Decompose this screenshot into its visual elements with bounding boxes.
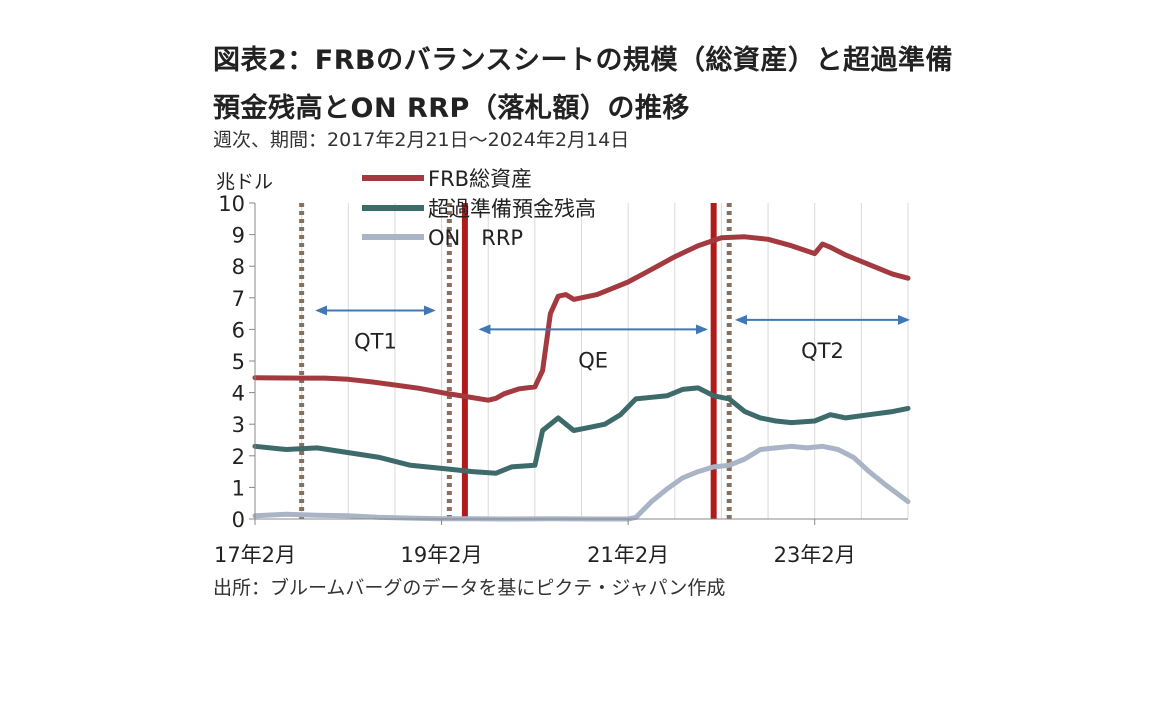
y-tick-label: 8	[232, 255, 245, 279]
phase-label: QE	[578, 348, 608, 372]
x-tick-label: 23年2月	[774, 543, 856, 567]
x-tick-label: 21年2月	[587, 543, 669, 567]
phase-label: QT1	[354, 329, 397, 353]
y-axis-label: 兆ドル	[216, 171, 273, 193]
marker-layer	[299, 203, 732, 519]
annotation-layer: QT1 QE QT2	[315, 305, 910, 372]
y-tick-label: 5	[232, 350, 245, 374]
chart-title-line1: 図表2：FRBのバランスシートの規模（総資産）と超過準備	[213, 45, 954, 76]
series-layer	[252, 234, 911, 522]
phase-label: QT2	[801, 339, 844, 363]
y-tick-label: 7	[232, 287, 245, 311]
legend-label: 超過準備預金残高	[428, 197, 596, 221]
y-tick-label: 2	[232, 445, 245, 469]
source-note: 出所：ブルームバーグのデータを基にピクテ・ジャパン作成	[213, 577, 726, 599]
y-tick-label: 6	[232, 318, 245, 342]
x-tick-label: 19年2月	[401, 543, 483, 567]
x-tick-label: 17年2月	[214, 543, 296, 567]
y-tick-label: 10	[218, 192, 245, 216]
chart-title-line2: 預金残高とON RRP（落札額）の推移	[213, 93, 690, 124]
y-tick-label: 3	[232, 413, 245, 437]
y-tick-label: 1	[232, 476, 245, 500]
y-tick-label: 4	[232, 382, 245, 406]
series-line-2	[252, 443, 911, 522]
y-tick-label: 0	[232, 508, 245, 532]
series-line-0	[252, 234, 911, 403]
chart-subtitle: 週次、期間：2017年2月21日～2024年2月14日	[213, 129, 630, 151]
series-line-1	[252, 385, 911, 476]
legend-label: FRB総資産	[428, 167, 532, 191]
legend-label: ON RRP	[428, 226, 523, 250]
y-tick-label: 9	[232, 224, 245, 248]
